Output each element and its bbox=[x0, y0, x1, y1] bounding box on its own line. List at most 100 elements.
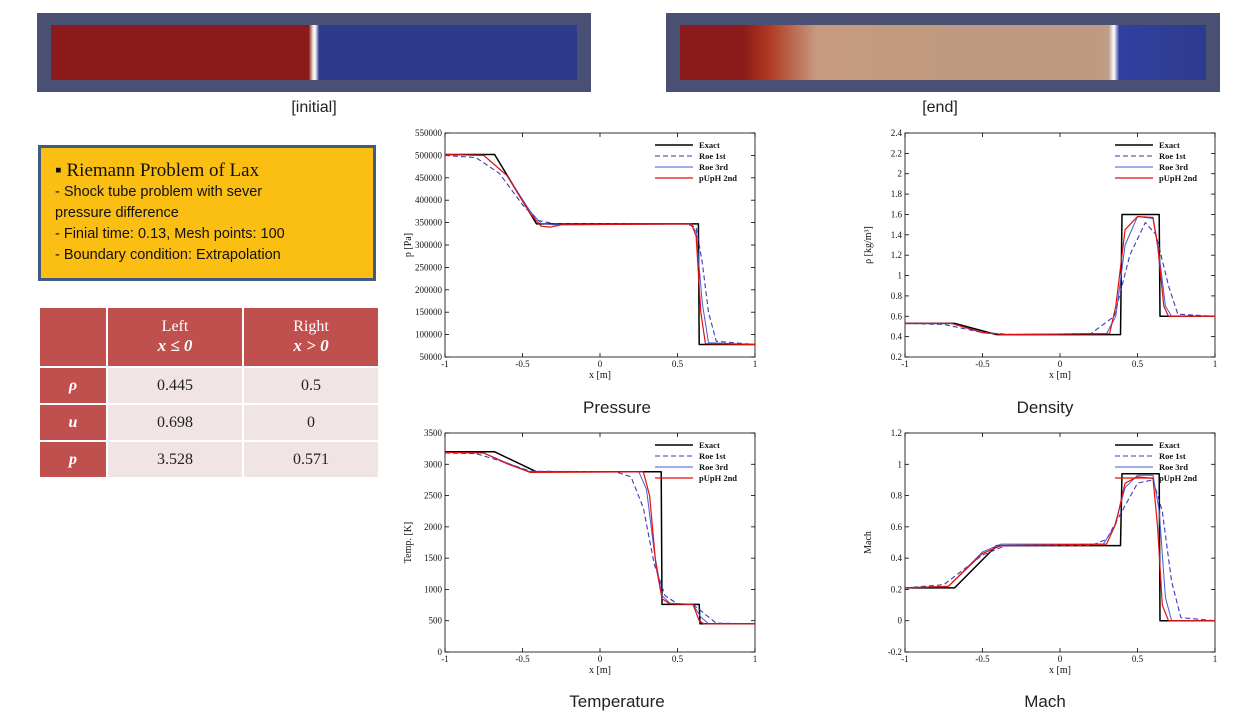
x-tick-label: 0.5 bbox=[1132, 654, 1144, 664]
x-tick-label: 0 bbox=[1058, 654, 1063, 664]
y-tick-label: 2 bbox=[898, 169, 903, 179]
y-tick-label: 2.2 bbox=[891, 148, 902, 158]
row-label: ρ bbox=[40, 368, 106, 403]
x-tick-label: -1 bbox=[901, 359, 909, 369]
x-tick-label: 1 bbox=[1213, 359, 1218, 369]
y-tick-label: 1.2 bbox=[891, 250, 902, 260]
series-line bbox=[444, 154, 756, 346]
legend-label: Roe 1st bbox=[699, 151, 726, 161]
y-tick-label: 0.6 bbox=[891, 311, 903, 321]
y-tick-label: 3500 bbox=[424, 428, 443, 438]
legend-label: Exact bbox=[1159, 440, 1180, 450]
left-value: 3.528 bbox=[108, 442, 242, 477]
x-tick-label: 0.5 bbox=[672, 359, 684, 369]
y-tick-label: -0.2 bbox=[888, 647, 902, 657]
legend-label: pUpH 2nd bbox=[699, 473, 737, 483]
temperature-plot: -1 -0.5 0 0.5 1 0 500 1000 1500 2000 2500 3000 3500 x… bbox=[403, 428, 758, 676]
y-tick-label: 500000 bbox=[415, 150, 443, 160]
x-tick-label: -1 bbox=[441, 359, 449, 369]
y-axis-label: Temp. [K] bbox=[403, 522, 414, 564]
y-tick-label: 1 bbox=[898, 271, 903, 281]
y-tick-label: 2000 bbox=[424, 522, 443, 532]
y-tick-label: 0.4 bbox=[891, 332, 903, 342]
legend-label: Exact bbox=[1159, 140, 1180, 150]
y-tick-label: 1.8 bbox=[891, 189, 903, 199]
end-caption: [end] bbox=[922, 99, 958, 116]
problem-line: pressure difference bbox=[55, 205, 179, 221]
y-tick-label: 1.6 bbox=[891, 209, 903, 219]
problem-line: - Boundary condition: Extrapolation bbox=[55, 247, 281, 263]
y-tick-label: 0 bbox=[438, 647, 443, 657]
series-line bbox=[444, 154, 756, 345]
series-line bbox=[444, 451, 755, 625]
series-line bbox=[904, 479, 1216, 622]
y-tick-label: 1.2 bbox=[891, 428, 902, 438]
bullet-icon: ▪ bbox=[55, 160, 67, 181]
y-tick-label: 0.4 bbox=[891, 553, 903, 563]
problem-description-box: ▪ Riemann Problem of Lax - Shock tube pr… bbox=[38, 145, 376, 281]
y-tick-label: 350000 bbox=[415, 218, 443, 228]
x-tick-label: 0 bbox=[598, 654, 603, 664]
y-tick-label: 300000 bbox=[415, 240, 443, 250]
y-tick-label: 1500 bbox=[424, 553, 443, 563]
y-tick-label: 0 bbox=[898, 616, 903, 626]
right-value: 0.571 bbox=[244, 442, 378, 477]
y-tick-label: 1.4 bbox=[891, 230, 903, 240]
legend-label: Exact bbox=[699, 440, 720, 450]
x-tick-label: 1 bbox=[753, 654, 758, 664]
x-axis-label: x [m] bbox=[589, 665, 611, 676]
y-tick-label: 0.6 bbox=[891, 522, 903, 532]
x-tick-label: -0.5 bbox=[975, 359, 990, 369]
x-tick-label: -1 bbox=[901, 654, 909, 664]
series-line bbox=[444, 153, 756, 346]
legend-label: Roe 3rd bbox=[699, 162, 728, 172]
x-tick-label: -0.5 bbox=[515, 654, 530, 664]
y-tick-label: 100000 bbox=[415, 330, 443, 340]
right-value: 0 bbox=[244, 405, 378, 440]
x-axis-label: x [m] bbox=[589, 370, 611, 381]
right-header: Right x > 0 bbox=[244, 308, 378, 366]
legend-label: Roe 1st bbox=[699, 451, 726, 461]
table-header-row: Left x ≤ 0 Right x > 0 bbox=[40, 308, 378, 366]
series-line bbox=[445, 153, 755, 346]
y-tick-label: 1000 bbox=[424, 584, 443, 594]
y-tick-label: 150000 bbox=[415, 307, 443, 317]
series-line bbox=[445, 451, 755, 625]
initial-state-gradient bbox=[51, 25, 577, 80]
y-axis-label: ρ [kg/m³] bbox=[863, 226, 874, 264]
legend-label: pUpH 2nd bbox=[1159, 173, 1197, 183]
series-line bbox=[905, 472, 1215, 622]
x-tick-label: -0.5 bbox=[515, 359, 530, 369]
row-label: p bbox=[40, 442, 106, 477]
density-caption: Density bbox=[1016, 398, 1074, 417]
y-tick-label: 0.2 bbox=[891, 352, 902, 362]
legend-label: pUpH 2nd bbox=[1159, 473, 1197, 483]
y-tick-label: 2.4 bbox=[891, 128, 903, 138]
legend-label: Roe 1st bbox=[1159, 151, 1186, 161]
problem-line: - Shock tube problem with sever bbox=[55, 184, 263, 200]
y-axis-label: p [Pa] bbox=[403, 233, 414, 257]
y-tick-label: 500 bbox=[429, 616, 443, 626]
x-tick-label: 0 bbox=[1058, 359, 1063, 369]
legend-label: Roe 1st bbox=[1159, 451, 1186, 461]
y-tick-label: 1 bbox=[898, 459, 903, 469]
x-tick-label: -1 bbox=[441, 654, 449, 664]
legend-label: Roe 3rd bbox=[1159, 162, 1188, 172]
problem-title: ▪ Riemann Problem of Lax bbox=[55, 160, 359, 182]
x-tick-label: -0.5 bbox=[975, 654, 990, 664]
initial-caption: [initial] bbox=[291, 99, 337, 116]
row-label: u bbox=[40, 405, 106, 440]
end-state-gradient bbox=[680, 25, 1206, 80]
y-tick-label: 0.2 bbox=[891, 584, 902, 594]
mach-caption: Mach bbox=[1024, 692, 1066, 711]
series-line bbox=[904, 474, 1215, 622]
problem-line: - Finial time: 0.13, Mesh points: 100 bbox=[55, 226, 285, 242]
legend-label: pUpH 2nd bbox=[699, 173, 737, 183]
x-tick-label: 1 bbox=[1213, 654, 1218, 664]
y-tick-label: 550000 bbox=[415, 128, 443, 138]
x-axis-label: x [m] bbox=[1049, 370, 1071, 381]
series-line bbox=[905, 215, 1215, 336]
left-header-label: Left bbox=[161, 318, 189, 335]
x-tick-label: 0 bbox=[598, 359, 603, 369]
legend-label: Exact bbox=[699, 140, 720, 150]
